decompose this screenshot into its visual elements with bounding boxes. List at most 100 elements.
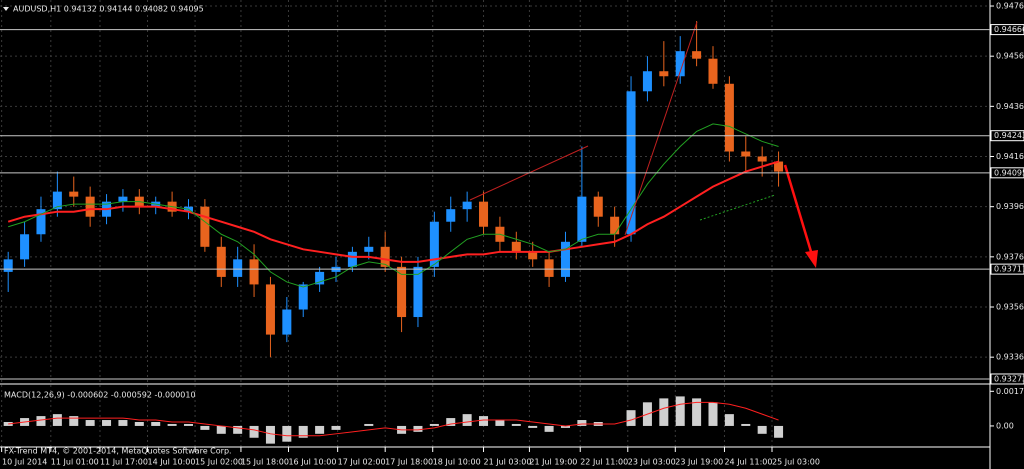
candle-body (446, 209, 456, 222)
macd-bar (364, 423, 374, 426)
trend-line (624, 21, 698, 236)
macd-bar (298, 425, 308, 438)
x-tick-label: 15 Jul 02:00 (195, 458, 243, 467)
x-tick-label: 17 Jul 02:00 (338, 458, 386, 467)
candle-body (364, 246, 374, 252)
candle-body (659, 71, 669, 77)
x-tick-label: 17 Jul 18:00 (385, 458, 433, 467)
macd-bar (265, 425, 275, 444)
x-tick-label: 21 Jul 03:00 (484, 458, 532, 467)
macd-bar (626, 410, 636, 426)
macd-bar (462, 414, 472, 426)
candle-body (282, 309, 292, 335)
macd-bar (528, 425, 538, 428)
candle-body (708, 58, 718, 84)
x-tick-label: 11 Jul 17:00 (100, 458, 148, 467)
candle-body (593, 196, 603, 217)
candle-body (265, 284, 275, 335)
candle-body (675, 51, 685, 77)
candle-body (298, 284, 308, 310)
candle-body (216, 246, 226, 277)
level-label-box (990, 167, 1024, 179)
level-label-box (990, 24, 1024, 36)
level-label-box (990, 373, 1024, 385)
macd-title: MACD(12,26,9) -0.000602 -0.000592 -0.000… (4, 391, 196, 400)
macd-bar (560, 425, 570, 428)
macd-bar (85, 420, 95, 426)
chart-title: AUDUSD,H1 0.94132 0.94144 0.94082 0.9409… (13, 5, 204, 14)
macd-bar (577, 420, 587, 426)
candle-body (380, 246, 390, 267)
x-tick-label: 15 Jul 18:00 (241, 458, 289, 467)
x-tick-label: 14 Jul 10:00 (148, 458, 196, 467)
grid (0, 0, 990, 447)
arrow-shaft (783, 164, 814, 256)
y-tick-label: 0.00176 (996, 387, 1024, 396)
macd-bar (479, 416, 489, 426)
candle-body (479, 201, 489, 227)
x-tick-label: 18 Jul 10:00 (433, 458, 481, 467)
macd-bar (36, 416, 46, 426)
candle-body (528, 251, 538, 260)
x-tick-label: 23 Jul 19:00 (675, 458, 723, 467)
level-label: 0.94666 (994, 25, 1024, 34)
macd-bar (495, 420, 505, 426)
macd-bar (216, 425, 226, 434)
macd-bar (708, 402, 718, 426)
candle-body (249, 259, 259, 285)
candle-body (20, 234, 30, 260)
macd-bar (331, 425, 341, 430)
macd-bar (151, 422, 161, 426)
macd-bar (118, 420, 128, 426)
candle-body (626, 91, 636, 235)
macd-bar (741, 423, 751, 426)
macd-bar (544, 425, 554, 432)
candle-body (757, 156, 767, 162)
macd-bar (757, 425, 767, 434)
x-tick-label: 25 Jul 03:00 (772, 458, 820, 467)
macd-bar (167, 423, 177, 426)
x-tick-label: 23 Jul 03:00 (628, 458, 676, 467)
macd-bar (724, 414, 734, 426)
macd-bar (134, 422, 144, 426)
footer: FX-Trend MT4, © 2001-2014, MetaQuotes So… (4, 447, 232, 456)
candle-body (85, 196, 95, 217)
candle-body (560, 241, 570, 277)
x-tick-label: 11 Jul 01:00 (51, 458, 99, 467)
x-tick-label: 24 Jul 11:00 (724, 458, 772, 467)
candle-body (610, 216, 620, 235)
moving-average (7, 160, 779, 263)
macd-bar (102, 420, 112, 426)
candle-body (577, 196, 587, 242)
candle-body (69, 191, 79, 197)
candle-body (52, 191, 62, 210)
candle-body (397, 266, 407, 318)
arrow-head (805, 250, 818, 268)
candle-body (741, 151, 751, 157)
macd-bar (282, 425, 292, 442)
candle-body (642, 71, 652, 92)
candle-body (347, 251, 357, 267)
candle-body (3, 259, 13, 272)
candle-body (200, 206, 210, 247)
macd-bar (446, 418, 456, 426)
macd-bar (233, 425, 243, 434)
macd-bar (200, 425, 210, 430)
macd-bar (659, 398, 669, 426)
level-label: 0.94095 (994, 168, 1024, 177)
macd-bar (511, 423, 521, 426)
x-tick-label: 16 Jul 10:00 (288, 458, 336, 467)
level-label-box (990, 130, 1024, 142)
candle-body (692, 51, 702, 59)
y-tick-label: 0.00 (996, 421, 1014, 430)
macd-bar (315, 425, 325, 434)
level-label-box (990, 263, 1024, 275)
macd-bar (675, 396, 685, 426)
